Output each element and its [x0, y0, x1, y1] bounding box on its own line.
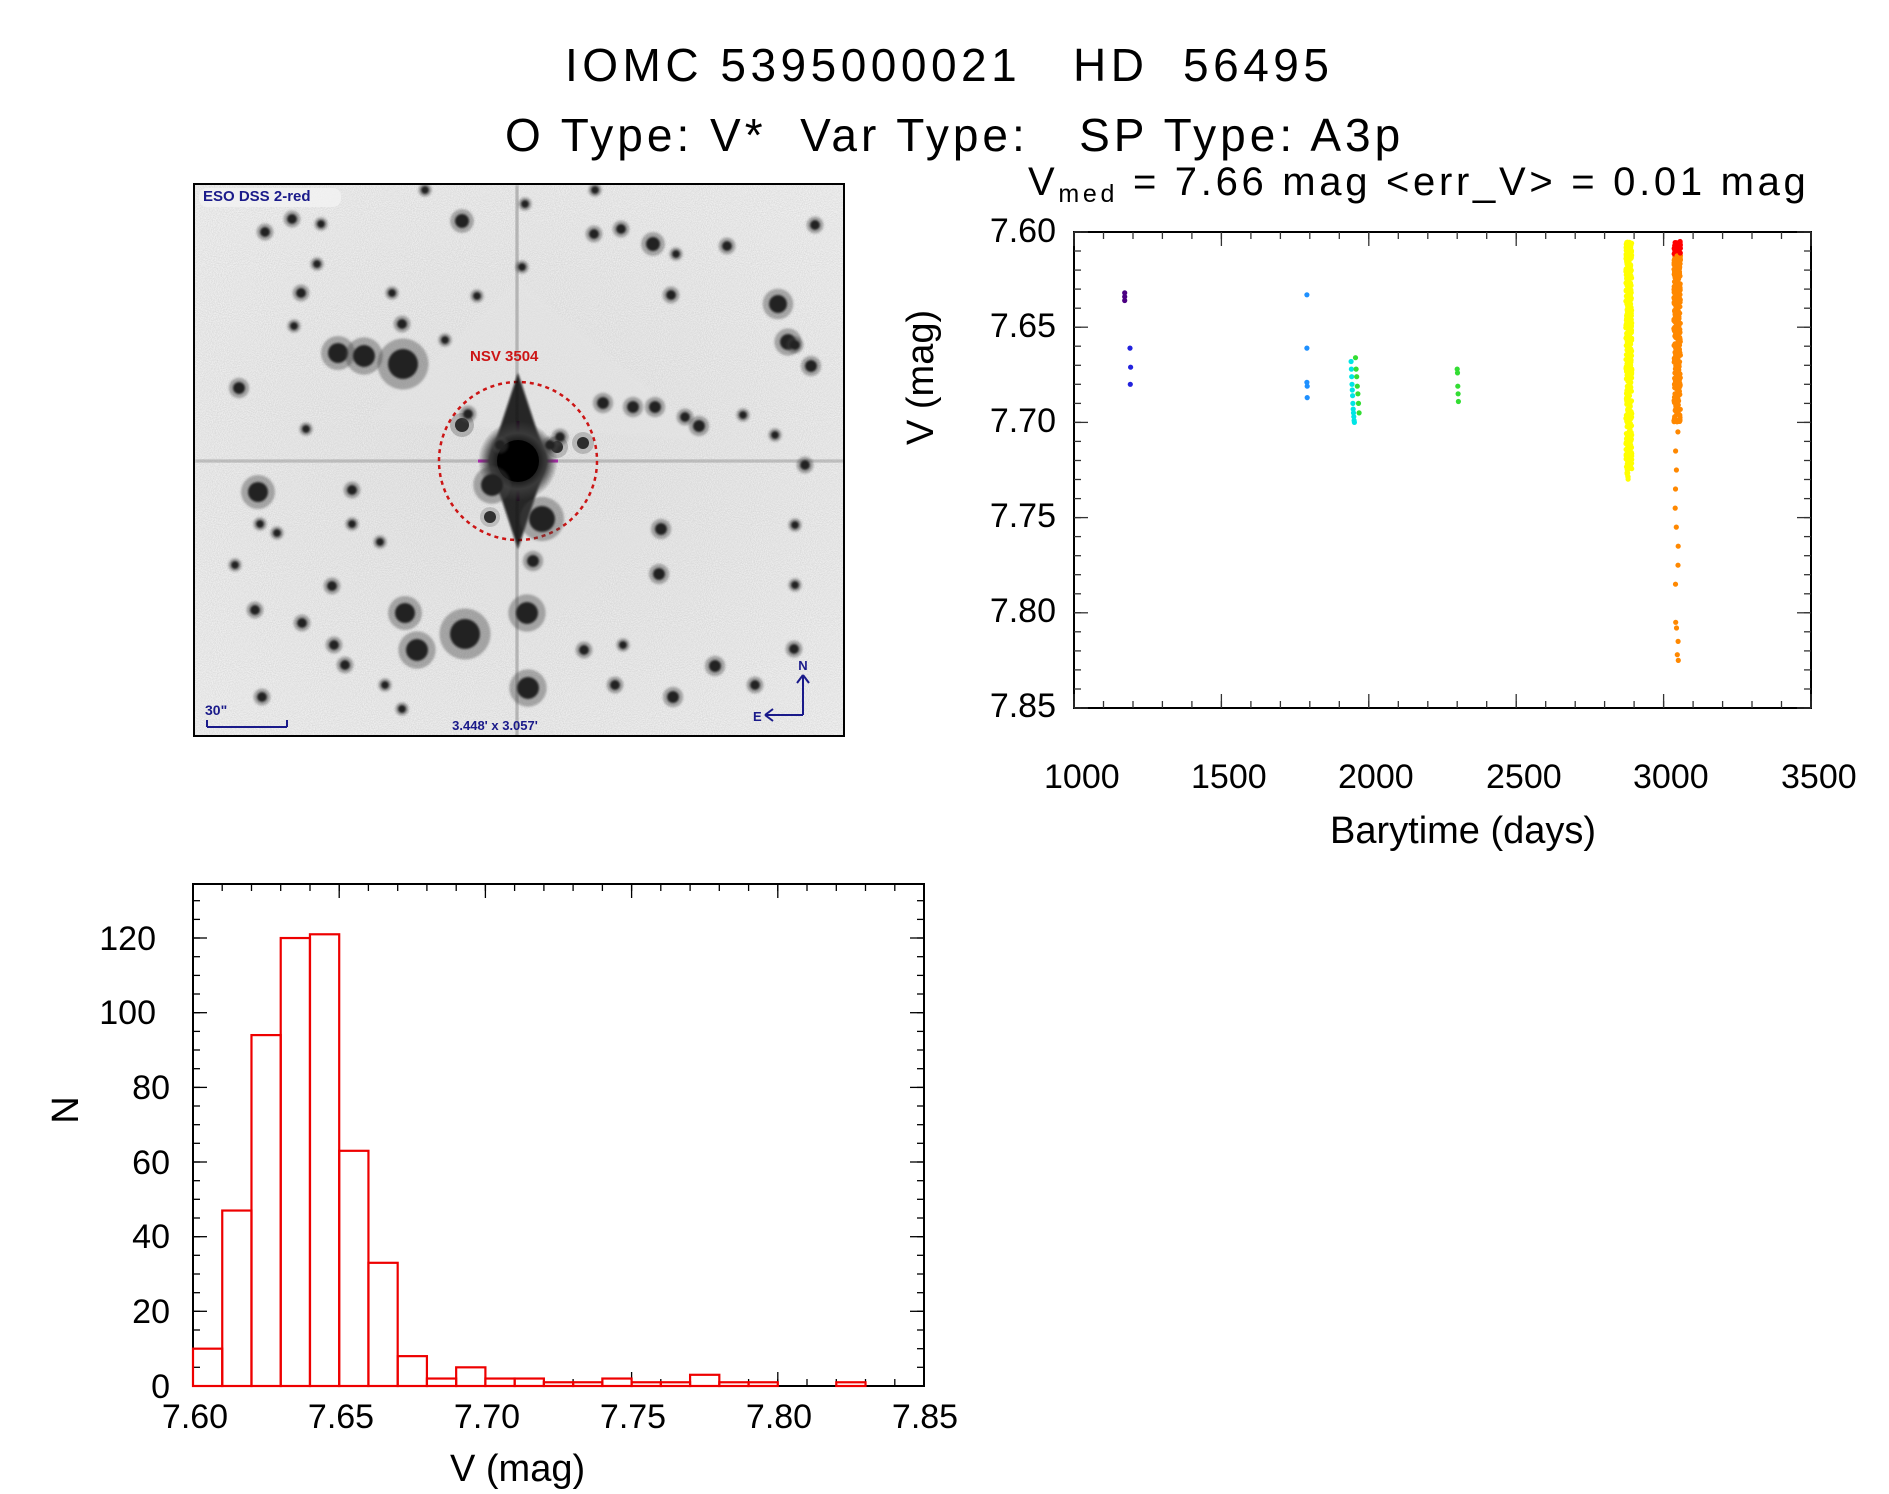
svg-text:30": 30": [205, 702, 227, 718]
svg-text:3.448' x 3.057': 3.448' x 3.057': [452, 718, 538, 733]
svg-text:E: E: [753, 709, 762, 724]
svg-text:NSV 3504: NSV 3504: [470, 348, 539, 365]
svg-text:ESO DSS 2-red: ESO DSS 2-red: [203, 188, 311, 205]
svg-text:N: N: [798, 658, 807, 673]
